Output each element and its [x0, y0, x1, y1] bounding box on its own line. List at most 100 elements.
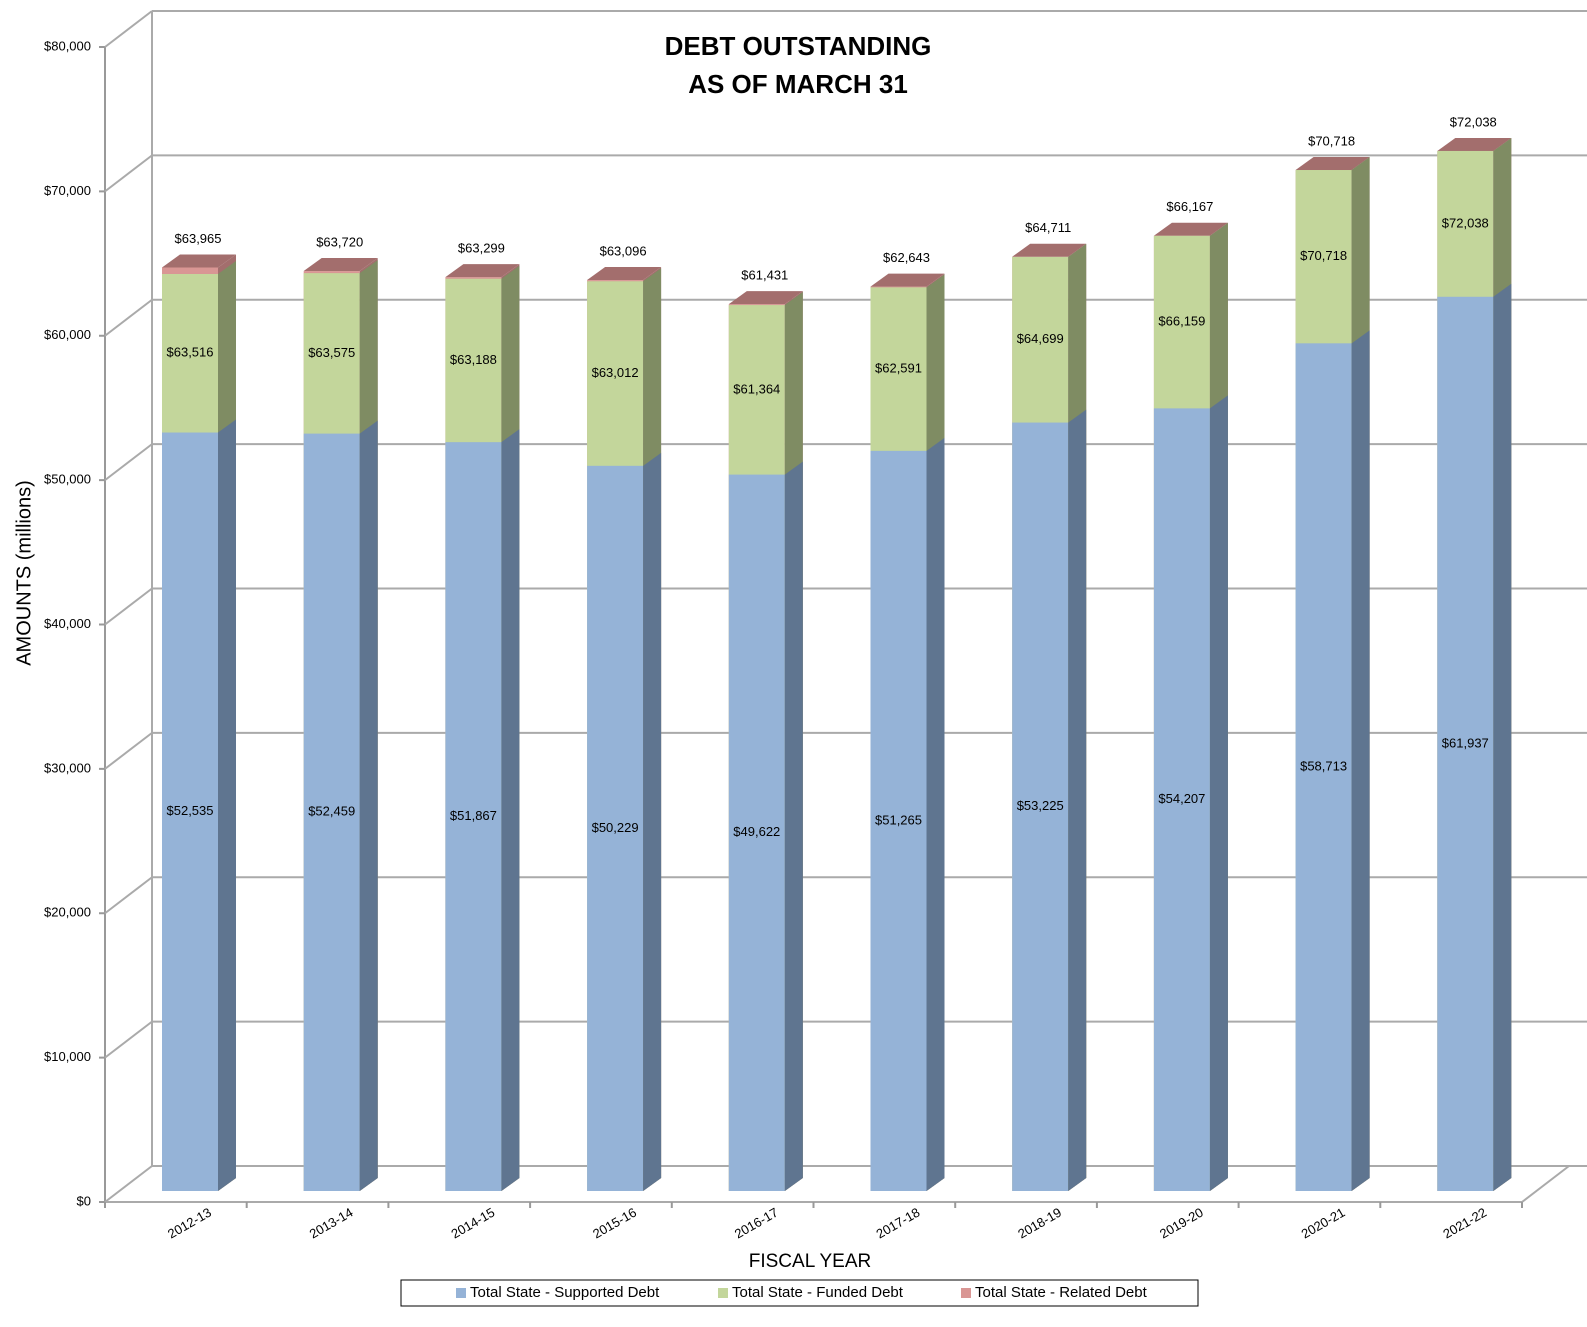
data-label: $49,622 — [733, 824, 780, 839]
chart-title: AS OF MARCH 31 — [688, 69, 908, 99]
data-label: $51,867 — [450, 808, 497, 823]
data-label: $62,591 — [875, 361, 922, 376]
grid-line — [104, 1020, 153, 1059]
x-tick-label: 2021-22 — [1440, 1205, 1489, 1242]
data-label: $63,299 — [458, 241, 505, 256]
bar-top — [1437, 137, 1512, 151]
x-tick-label: 2014-15 — [448, 1205, 497, 1242]
x-tick-label: 2020-21 — [1299, 1205, 1348, 1242]
data-label: $58,713 — [1300, 759, 1347, 774]
data-label: $63,012 — [592, 365, 639, 380]
bar-top — [870, 273, 945, 287]
y-tick-label: $70,000 — [44, 183, 91, 198]
floor-edge — [1521, 1165, 1570, 1203]
data-label: $64,699 — [1017, 331, 1064, 346]
x-tick-label: 2013-14 — [307, 1205, 356, 1242]
x-tick-label: 2017-18 — [874, 1205, 923, 1242]
bar-side — [218, 419, 236, 1191]
grid-line — [104, 443, 153, 481]
y-tick-label: $30,000 — [44, 760, 91, 775]
x-axis-label: FISCAL YEAR — [749, 1251, 872, 1272]
data-label: $61,431 — [741, 268, 788, 283]
bar-top — [728, 291, 803, 305]
data-label: $66,159 — [1158, 314, 1205, 329]
data-label: $64,711 — [1025, 220, 1071, 235]
bar — [1295, 343, 1352, 1191]
data-label: $54,207 — [1158, 791, 1205, 806]
bar — [1012, 422, 1069, 1191]
data-label: $63,720 — [316, 234, 363, 249]
bar — [303, 433, 360, 1192]
data-label: $63,965 — [175, 231, 222, 246]
legend-swatch — [718, 1288, 728, 1298]
bar-top — [1012, 243, 1087, 257]
y-tick-label: $50,000 — [44, 472, 91, 487]
bar-side — [359, 420, 378, 1192]
bar-top — [445, 264, 520, 278]
y-tick-label: $0 — [77, 1193, 91, 1208]
legend-swatch — [961, 1288, 971, 1298]
x-tick-label: 2015-16 — [590, 1205, 639, 1242]
data-label: $62,643 — [883, 250, 930, 265]
data-label: $52,459 — [308, 804, 355, 819]
x-tick-label: 2018-19 — [1015, 1205, 1064, 1242]
x-tick-label: 2012-13 — [165, 1205, 214, 1242]
grid-line — [104, 876, 153, 915]
data-label: $66,167 — [1166, 199, 1213, 214]
y-tick-label: $10,000 — [44, 1049, 91, 1064]
data-label: $50,229 — [592, 820, 639, 835]
y-tick-label: $60,000 — [44, 327, 91, 342]
bar — [728, 474, 785, 1191]
bar-side — [784, 461, 803, 1191]
data-label: $63,575 — [308, 345, 355, 360]
grid-line — [104, 732, 153, 770]
bar-side — [643, 452, 662, 1191]
y-tick-label: $80,000 — [44, 38, 91, 53]
data-label: $63,188 — [450, 352, 497, 367]
bar-top — [1153, 222, 1228, 236]
bar-top — [587, 267, 662, 281]
legend-box — [400, 1279, 1199, 1307]
bar — [1437, 296, 1494, 1192]
y-tick-label: $40,000 — [44, 616, 91, 631]
grid-line — [104, 154, 153, 193]
data-label: $61,937 — [1442, 735, 1489, 750]
data-label: $63,096 — [600, 243, 647, 258]
data-label: $70,718 — [1308, 133, 1355, 148]
legend: Total State - Supported Debt Total State … — [456, 1284, 1148, 1301]
chart-title: DEBT OUTSTANDING — [665, 31, 932, 61]
data-label: $63,516 — [167, 345, 214, 360]
data-label: $52,535 — [167, 803, 214, 818]
bar-top — [1295, 157, 1370, 171]
data-label: $51,265 — [875, 812, 922, 827]
grid-line — [104, 298, 153, 337]
grid-line — [104, 1165, 153, 1203]
bar — [162, 432, 218, 1191]
data-label: $70,718 — [1300, 248, 1347, 263]
data-label: $72,038 — [1450, 114, 1497, 129]
legend-label: Total State - Related Debt — [975, 1284, 1148, 1301]
legend-label: Total State - Supported Debt — [470, 1284, 660, 1301]
bar-top — [162, 254, 236, 268]
bar — [1153, 408, 1210, 1191]
bar-top — [303, 258, 378, 272]
y-tick-label: $20,000 — [44, 905, 91, 920]
legend-label: Total State - Funded Debt — [732, 1284, 904, 1301]
bar-side — [1209, 395, 1228, 1191]
grid-line — [104, 10, 153, 48]
y-axis-label: AMOUNTS (millions) — [13, 480, 35, 666]
bar-side — [926, 437, 945, 1191]
legend-swatch — [456, 1288, 466, 1298]
bar-side — [1493, 283, 1512, 1192]
x-tick-label: 2016-17 — [732, 1205, 781, 1242]
data-label: $53,225 — [1017, 798, 1064, 813]
data-label: $61,364 — [733, 381, 780, 396]
bar — [587, 465, 644, 1191]
bar — [445, 442, 502, 1192]
x-tick-label: 2019-20 — [1157, 1205, 1206, 1242]
bar-side — [1351, 330, 1370, 1191]
bar-side — [1068, 409, 1087, 1191]
grid-line — [104, 587, 153, 626]
bar — [870, 450, 927, 1191]
